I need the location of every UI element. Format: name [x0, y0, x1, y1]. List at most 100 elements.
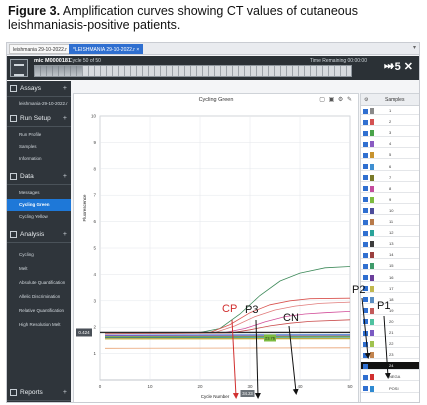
sidebar-item-high-resolution-melt[interactable]: High Resolution Melt	[19, 322, 61, 327]
sample-checkbox[interactable]	[363, 164, 368, 169]
sidebar-item-relative-quantification[interactable]: Relative Quantification	[19, 308, 65, 313]
sample-label: 23	[389, 352, 394, 358]
sample-row[interactable]: 3	[361, 129, 419, 138]
sample-checkbox[interactable]	[363, 197, 368, 203]
sidebar-section-reports[interactable]: Reports +	[7, 385, 71, 401]
sample-label: 24	[389, 363, 394, 369]
sample-row[interactable]: 7	[361, 174, 419, 182]
window-close-icon[interactable]: ▾	[412, 45, 416, 51]
sample-row[interactable]: 20	[361, 318, 419, 326]
sample-checkbox[interactable]	[363, 175, 368, 181]
sample-row[interactable]: 4	[361, 140, 419, 149]
sample-row[interactable]: 2	[361, 118, 419, 127]
sample-row[interactable]: 16	[361, 274, 419, 282]
sample-checkbox[interactable]	[363, 308, 368, 314]
sidebar-section-label: Analysis	[20, 231, 45, 238]
sample-checkbox[interactable]	[363, 252, 368, 258]
sample-color-swatch	[370, 352, 374, 359]
sample-row[interactable]: 9	[361, 196, 419, 204]
sample-row[interactable]: 8	[361, 185, 419, 193]
sample-row[interactable]: 17	[361, 285, 419, 293]
sample-checkbox[interactable]	[363, 352, 368, 358]
sample-row[interactable]: 24	[361, 362, 419, 371]
sample-row[interactable]: 12	[361, 229, 419, 238]
sample-color-swatch	[370, 341, 374, 348]
expand-icon[interactable]: +	[62, 85, 67, 92]
sample-row[interactable]: 11	[361, 218, 419, 226]
sample-checkbox[interactable]	[363, 341, 368, 347]
sidebar-item-cycling-green[interactable]: Cycling Green	[7, 199, 71, 211]
expand-icon[interactable]: +	[62, 173, 67, 180]
sample-checkbox[interactable]	[363, 374, 368, 380]
sample-row[interactable]: 14	[361, 251, 419, 260]
sample-color-swatch	[370, 130, 374, 137]
sample-checkbox[interactable]	[363, 363, 368, 369]
sample-checkbox[interactable]	[363, 219, 368, 225]
sidebar-item-run-profile[interactable]: Run Profile	[19, 132, 42, 137]
x-tick-label: 50	[347, 384, 353, 389]
sidebar-section-analysis[interactable]: Analysis +	[7, 227, 71, 243]
tab-close-icon[interactable]: ×	[136, 47, 140, 53]
panel-toolbar-icons[interactable]: ▢ ▣ ⚙ ✎	[319, 97, 353, 103]
sample-checkbox[interactable]	[363, 208, 368, 214]
amplification-curve	[104, 334, 351, 336]
sample-checkbox[interactable]	[363, 386, 368, 391]
sidebar-item-messages[interactable]: Messages	[19, 190, 40, 195]
run-instrument-name: mic M0000181	[34, 58, 71, 64]
sample-row[interactable]: 23	[361, 351, 419, 360]
tab-leishmania-active[interactable]: *LEISHMANIA 29-10-2022.r ×	[69, 44, 144, 54]
expand-icon[interactable]: +	[62, 389, 67, 396]
x-tick-label: 20	[197, 384, 203, 389]
sidebar-item-absolute-quantification[interactable]: Absolute Quantification	[19, 280, 66, 285]
sample-checkbox[interactable]	[363, 152, 368, 158]
sidebar-item-melt[interactable]: Melt	[19, 266, 28, 271]
sample-label: 3	[389, 130, 392, 136]
sidebar-item-assay-file[interactable]: leishmania-29-10-2022.r	[19, 101, 68, 106]
sample-row[interactable]: 1	[361, 107, 419, 115]
add-cycles-button[interactable]: +5 ✕	[388, 61, 413, 73]
sample-row[interactable]: 22	[361, 340, 419, 349]
sample-checkbox[interactable]	[363, 263, 368, 269]
sample-checkbox[interactable]	[363, 230, 368, 236]
sidebar-item-information[interactable]: Information	[19, 156, 42, 161]
sample-label: 9	[389, 196, 392, 202]
sidebar-item-allelic-discrimination[interactable]: Allelic Discrimination	[19, 294, 61, 299]
sample-checkbox[interactable]	[363, 330, 368, 336]
expand-icon[interactable]: +	[62, 115, 67, 122]
sample-checkbox[interactable]	[363, 130, 368, 136]
sample-checkbox[interactable]	[363, 108, 368, 114]
sample-row[interactable]: 10	[361, 207, 419, 215]
instrument-icon	[10, 59, 28, 77]
sidebar-section-run-setup[interactable]: Run Setup +	[7, 111, 71, 127]
sample-row[interactable]: 21	[361, 329, 419, 337]
tab-leishmania-saved[interactable]: leishmania 29-10-2022.r	[9, 44, 71, 54]
sample-row[interactable]: 18	[361, 296, 419, 304]
sample-row[interactable]: 15	[361, 262, 419, 271]
sample-label: 14	[389, 252, 394, 258]
sample-row[interactable]: 6	[361, 163, 419, 171]
sidebar-item-samples[interactable]: Samples	[19, 144, 37, 149]
sample-checkbox[interactable]	[363, 141, 368, 147]
sample-row[interactable]: 13	[361, 240, 419, 249]
sidebar-section-assays[interactable]: Assays +	[7, 81, 71, 97]
sidebar-item-cycling[interactable]: Cycling	[19, 252, 34, 257]
expand-icon[interactable]: +	[62, 231, 67, 238]
sample-row[interactable]: NEGA	[361, 373, 419, 382]
sample-row[interactable]: 5	[361, 151, 419, 160]
sample-label: 4	[389, 141, 392, 147]
sample-checkbox[interactable]	[363, 186, 368, 192]
sample-checkbox[interactable]	[363, 286, 368, 292]
sidebar-item-cycling-yellow[interactable]: Cycling Yellow	[19, 214, 48, 219]
sample-checkbox[interactable]	[363, 241, 368, 247]
sidebar-section-data[interactable]: Data +	[7, 169, 71, 185]
sample-checkbox[interactable]	[363, 119, 368, 125]
samples-gear-icon[interactable]: ⚙	[364, 97, 369, 103]
sample-checkbox[interactable]	[363, 319, 368, 325]
skip-button[interactable]: ⏭	[384, 61, 393, 72]
run-setup-icon	[10, 115, 17, 122]
sample-row[interactable]: 19	[361, 307, 419, 315]
sample-checkbox[interactable]	[363, 275, 368, 280]
y-tick-label: 5	[93, 246, 96, 251]
sample-row[interactable]: POSI	[361, 385, 419, 393]
sample-checkbox[interactable]	[363, 297, 368, 303]
